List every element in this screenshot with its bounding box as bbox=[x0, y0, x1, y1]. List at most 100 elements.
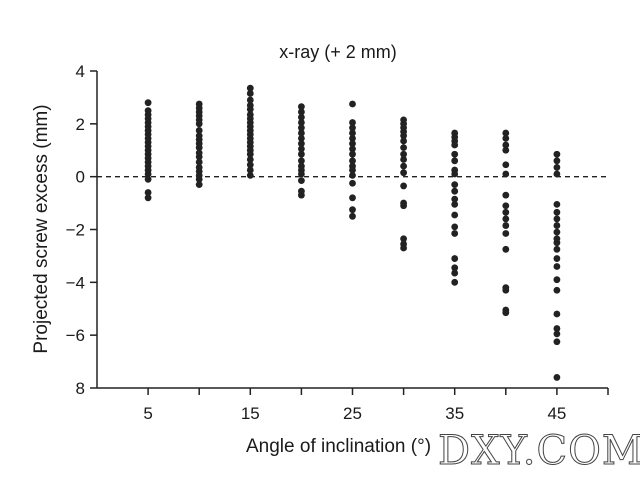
data-point bbox=[400, 144, 407, 152]
data-point bbox=[451, 141, 459, 149]
data-point bbox=[502, 161, 510, 169]
data-point bbox=[502, 309, 510, 317]
data-point bbox=[553, 286, 561, 294]
data-point bbox=[195, 153, 203, 161]
data-point bbox=[553, 150, 561, 158]
y-axis-label: Projected screw excess (mm) bbox=[31, 104, 52, 353]
data-point bbox=[451, 195, 459, 203]
data-point bbox=[349, 145, 356, 153]
data-point bbox=[298, 108, 305, 116]
data-point bbox=[400, 150, 407, 158]
data-point bbox=[246, 96, 254, 104]
x-ticks: 5 15 25 35 45 bbox=[143, 388, 609, 423]
data-point bbox=[502, 134, 510, 142]
data-point bbox=[246, 150, 254, 158]
data-point bbox=[349, 212, 356, 220]
data-point bbox=[195, 120, 203, 128]
y-tick-label: −2 bbox=[66, 221, 85, 240]
data-point bbox=[451, 230, 459, 237]
data-point bbox=[144, 99, 152, 107]
data-point bbox=[451, 255, 459, 262]
data-point bbox=[349, 140, 356, 148]
data-point bbox=[298, 191, 305, 199]
watermark-logo: DXY.COM bbox=[438, 428, 640, 474]
y-tick-label: 8 bbox=[76, 379, 85, 398]
data-point bbox=[298, 134, 305, 142]
data-points bbox=[144, 84, 561, 381]
data-point bbox=[195, 158, 203, 166]
data-point bbox=[451, 201, 459, 208]
data-point bbox=[451, 170, 459, 178]
data-point bbox=[553, 330, 561, 338]
y-ticks: 4 2 0 −2 −4 −6 8 bbox=[66, 62, 97, 398]
data-point bbox=[451, 211, 459, 219]
data-point bbox=[349, 134, 356, 142]
data-point bbox=[400, 182, 407, 190]
data-point bbox=[298, 157, 305, 165]
data-point bbox=[298, 103, 305, 111]
data-point bbox=[400, 156, 407, 163]
data-point bbox=[400, 202, 407, 210]
data-point bbox=[246, 161, 254, 169]
x-tick-label: 25 bbox=[343, 404, 362, 423]
data-point bbox=[349, 119, 356, 126]
data-point bbox=[349, 124, 356, 132]
data-point bbox=[246, 156, 254, 163]
data-point bbox=[502, 141, 510, 149]
data-point bbox=[502, 245, 510, 253]
data-point bbox=[451, 278, 459, 286]
x-tick-label: 35 bbox=[445, 404, 464, 423]
x-tick-label: 5 bbox=[143, 404, 152, 423]
data-point bbox=[349, 157, 356, 165]
data-point bbox=[195, 144, 203, 152]
data-point bbox=[502, 230, 510, 237]
data-point bbox=[195, 181, 203, 188]
data-point bbox=[144, 170, 152, 178]
data-point bbox=[144, 189, 152, 196]
data-point bbox=[349, 100, 356, 108]
data-point bbox=[553, 239, 561, 247]
data-point bbox=[246, 171, 254, 179]
data-point bbox=[400, 235, 407, 243]
data-point bbox=[298, 140, 305, 148]
data-point bbox=[502, 286, 510, 294]
data-point bbox=[400, 169, 407, 177]
data-point bbox=[553, 325, 561, 332]
data-point bbox=[349, 129, 356, 137]
data-point bbox=[144, 175, 152, 183]
data-point bbox=[349, 150, 356, 158]
data-point bbox=[349, 166, 356, 174]
data-point bbox=[246, 90, 254, 97]
data-point bbox=[451, 181, 459, 188]
data-point bbox=[553, 170, 561, 178]
data-point bbox=[553, 201, 561, 208]
y-tick-label: −4 bbox=[66, 273, 85, 292]
y-tick-label: 2 bbox=[76, 115, 85, 134]
data-point bbox=[349, 206, 356, 214]
data-point bbox=[553, 228, 561, 236]
data-point bbox=[502, 215, 510, 223]
data-point bbox=[298, 170, 305, 178]
data-point bbox=[502, 202, 510, 210]
data-point bbox=[451, 264, 459, 272]
data-point bbox=[144, 194, 152, 202]
y-tick-label: 0 bbox=[76, 168, 85, 187]
data-point bbox=[553, 157, 561, 165]
axes bbox=[96, 71, 608, 389]
data-point bbox=[298, 129, 305, 137]
data-point bbox=[451, 157, 459, 165]
data-point bbox=[349, 194, 356, 202]
data-point bbox=[298, 150, 305, 158]
data-point bbox=[298, 119, 305, 126]
x-tick-label: 45 bbox=[547, 404, 566, 423]
data-point bbox=[298, 124, 305, 132]
y-tick-label: −6 bbox=[66, 326, 85, 345]
data-point bbox=[400, 244, 407, 252]
data-point bbox=[349, 171, 356, 179]
data-point bbox=[502, 170, 510, 178]
x-axis-label: Angle of inclination (°) bbox=[246, 436, 431, 457]
data-point bbox=[451, 187, 459, 195]
data-point bbox=[553, 245, 561, 253]
data-point bbox=[553, 255, 561, 262]
data-point bbox=[502, 208, 510, 216]
